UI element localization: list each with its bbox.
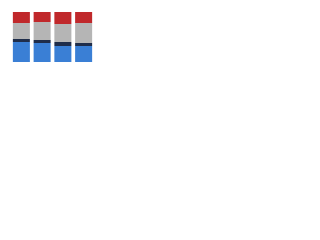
bar-segment bbox=[75, 12, 93, 23]
bar-segment bbox=[12, 12, 30, 23]
chart bbox=[12, 12, 93, 62]
bar-segment bbox=[33, 43, 51, 62]
bar-segment bbox=[33, 40, 51, 43]
bar-segment bbox=[33, 22, 51, 40]
bar-segment bbox=[54, 42, 72, 46]
page: (() => { const data = JSON.parse(documen… bbox=[0, 0, 320, 71]
bar-segment bbox=[12, 23, 30, 39]
bar-segment bbox=[75, 46, 93, 62]
bar-segment bbox=[33, 12, 51, 22]
bar-segment bbox=[54, 24, 72, 42]
bar-segment bbox=[12, 39, 30, 42]
bar-segment bbox=[75, 23, 93, 43]
bar-segment bbox=[12, 42, 30, 62]
bar-segment bbox=[54, 12, 72, 24]
bar-segment bbox=[75, 43, 93, 46]
bar-segment bbox=[54, 46, 72, 62]
